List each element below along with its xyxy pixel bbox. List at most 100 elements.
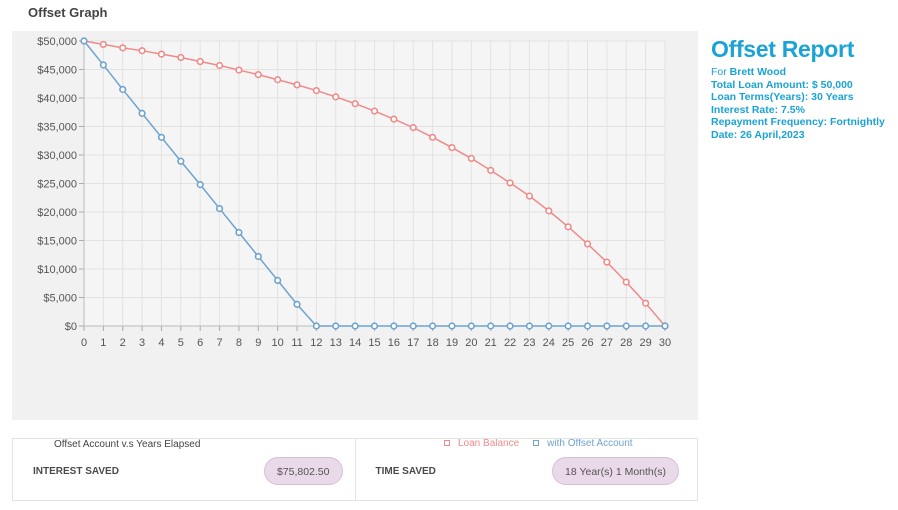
x-tick-label: 11 bbox=[291, 337, 302, 349]
report-title: Offset Report bbox=[711, 36, 855, 62]
legend-item-with-offset-account[interactable]: with Offset Account bbox=[533, 438, 633, 449]
chart-series bbox=[80, 37, 669, 330]
x-tick-label: 20 bbox=[465, 337, 477, 349]
savings-summary: INTEREST SAVED $75,802.50 TIME SAVED 18 … bbox=[12, 438, 698, 501]
x-tick-label: 6 bbox=[197, 337, 203, 349]
y-tick-label: $45,000 bbox=[37, 65, 77, 77]
report-loan-amount: Total Loan Amount: $ 50,000 bbox=[711, 78, 853, 91]
x-tick-label: 16 bbox=[388, 337, 400, 349]
x-tick-label: 2 bbox=[120, 337, 126, 349]
x-tick-label: 28 bbox=[620, 337, 632, 349]
interest-saved-card: INTEREST SAVED $75,802.50 bbox=[13, 439, 356, 500]
legend-item-loan-balance[interactable]: Loan Balance bbox=[444, 438, 519, 449]
interest-saved-value: $75,802.50 bbox=[263, 457, 343, 485]
data-point-loan-balance bbox=[467, 154, 475, 163]
data-point-with-offset-account bbox=[196, 181, 204, 189]
y-tick-label: $25,000 bbox=[37, 179, 77, 191]
data-point-with-offset-account bbox=[661, 322, 669, 330]
data-point-with-offset-account bbox=[642, 322, 650, 330]
x-tick-label: 23 bbox=[523, 337, 535, 349]
page-title: Offset Graph bbox=[28, 5, 108, 20]
data-point-loan-balance bbox=[429, 133, 437, 141]
report-client: For Brett Wood bbox=[711, 66, 885, 79]
x-tick-label: 8 bbox=[236, 337, 242, 349]
data-point-with-offset-account bbox=[215, 204, 224, 213]
data-point-with-offset-account bbox=[564, 322, 572, 330]
y-tick-label: $35,000 bbox=[37, 122, 77, 134]
data-point-loan-balance bbox=[487, 166, 495, 174]
x-tick-label: 7 bbox=[217, 337, 223, 349]
legend-swatch bbox=[444, 440, 450, 447]
data-point-with-offset-account bbox=[138, 109, 146, 117]
data-point-loan-balance bbox=[119, 44, 127, 52]
y-tick-label: $50,000 bbox=[37, 36, 77, 48]
report-repayment-frequency: Repayment Frequency: Fortnightly bbox=[711, 116, 885, 128]
data-point-with-offset-account bbox=[390, 322, 398, 330]
chart-caption: Offset Account v.s Years Elapsed bbox=[54, 439, 201, 450]
data-point-with-offset-account bbox=[157, 133, 166, 141]
x-tick-label: 12 bbox=[310, 337, 322, 349]
y-tick-label: $5,000 bbox=[43, 293, 77, 305]
data-point-with-offset-account bbox=[80, 37, 88, 45]
data-point-loan-balance bbox=[99, 40, 107, 49]
data-point-loan-balance bbox=[583, 240, 592, 248]
data-point-with-offset-account bbox=[448, 322, 456, 330]
data-point-with-offset-account bbox=[487, 322, 495, 330]
data-point-with-offset-account bbox=[99, 61, 107, 69]
data-point-with-offset-account bbox=[351, 322, 359, 330]
data-point-with-offset-account bbox=[622, 322, 630, 330]
y-tick-label: $30,000 bbox=[37, 150, 77, 162]
y-tick-label: $40,000 bbox=[37, 93, 77, 105]
x-tick-label: 17 bbox=[407, 337, 419, 349]
data-point-with-offset-account bbox=[506, 322, 514, 330]
report-for-label: For bbox=[711, 66, 727, 78]
data-point-with-offset-account bbox=[370, 322, 379, 330]
data-point-loan-balance bbox=[642, 299, 650, 307]
x-tick-label: 14 bbox=[349, 337, 361, 349]
y-tick-label: $15,000 bbox=[37, 236, 77, 248]
data-point-loan-balance bbox=[622, 278, 630, 286]
chart-legend: Loan Balance with Offset Account bbox=[444, 438, 637, 449]
data-point-with-offset-account bbox=[545, 322, 553, 330]
data-point-loan-balance bbox=[138, 47, 146, 55]
data-point-with-offset-account bbox=[293, 300, 301, 308]
data-point-with-offset-account bbox=[583, 322, 592, 330]
time-saved-card: TIME SAVED 18 Year(s) 1 Month(s) bbox=[356, 439, 698, 500]
x-tick-label: 25 bbox=[562, 337, 574, 349]
offset-report: Offset Report For Brett Wood Total Loan … bbox=[711, 36, 885, 141]
x-tick-label: 3 bbox=[139, 337, 145, 349]
data-point-loan-balance bbox=[409, 124, 417, 132]
data-point-with-offset-account bbox=[525, 322, 534, 330]
data-point-loan-balance bbox=[448, 143, 456, 152]
data-point-with-offset-account bbox=[429, 322, 437, 330]
data-point-loan-balance bbox=[332, 93, 340, 101]
y-tick-label: $10,000 bbox=[37, 264, 77, 276]
x-tick-label: 30 bbox=[659, 337, 671, 349]
x-tick-label: 13 bbox=[330, 337, 342, 349]
data-point-loan-balance bbox=[235, 66, 243, 74]
data-point-loan-balance bbox=[196, 57, 204, 66]
time-saved-value: 18 Year(s) 1 Month(s) bbox=[552, 457, 679, 485]
data-point-with-offset-account bbox=[274, 276, 282, 284]
x-tick-label: 1 bbox=[100, 337, 106, 349]
x-tick-label: 15 bbox=[368, 337, 380, 349]
x-tick-label: 21 bbox=[485, 337, 497, 349]
legend-label: Loan Balance bbox=[458, 438, 520, 449]
x-tick-label: 0 bbox=[81, 337, 87, 349]
x-tick-label: 9 bbox=[255, 337, 261, 349]
data-point-loan-balance bbox=[545, 207, 553, 215]
data-point-with-offset-account bbox=[603, 322, 611, 330]
x-tick-label: 24 bbox=[543, 337, 555, 349]
data-point-loan-balance bbox=[351, 100, 359, 108]
data-point-loan-balance bbox=[177, 53, 185, 62]
report-loan-terms: Loan Terms(Years): 30 Years bbox=[711, 91, 854, 103]
data-point-loan-balance bbox=[215, 61, 224, 70]
interest-saved-label: INTEREST SAVED bbox=[33, 466, 119, 477]
report-interest-rate: Interest Rate: 7.5% bbox=[711, 103, 805, 116]
x-tick-label: 26 bbox=[581, 337, 593, 349]
y-tick-label: $0 bbox=[65, 321, 77, 333]
data-point-loan-balance bbox=[254, 71, 262, 79]
data-point-with-offset-account bbox=[235, 228, 243, 237]
data-point-loan-balance bbox=[390, 115, 398, 123]
x-tick-label: 29 bbox=[640, 337, 652, 349]
